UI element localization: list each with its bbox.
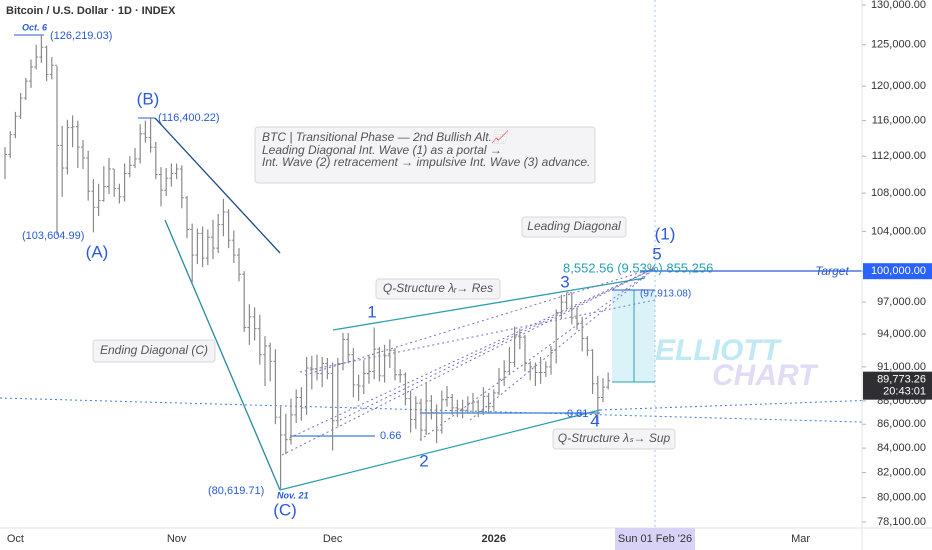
note-box [375,278,501,300]
x-tick-label: Dec [323,533,343,545]
fan-lines [281,267,656,456]
trendline [279,409,601,491]
fib-label: 0.81 [567,408,588,420]
projection-label: 8,552.56 (9.53%) 855,256 [563,260,713,275]
chart-title: Bitcoin / U.S. Dollar · 1D · INDEX [6,5,176,17]
target-label: Target [815,264,849,278]
annotation: Nov. 21 [277,490,309,500]
note-box [552,428,676,450]
y-tick-label: 94,000.00 [877,328,926,340]
note-box [521,216,627,238]
last-price-box [863,371,932,400]
wave-label: (A) [86,242,109,261]
y-tick-label: 108,000.00 [871,187,926,199]
trendline [164,219,281,491]
y-tick-label: 86,000.00 [877,418,926,430]
trendline [154,117,281,254]
drawings [0,0,932,528]
info-text: Leading Diagonal Int. Wave (1) as a port… [262,143,502,157]
countdown: 20:43:01 [883,386,926,398]
info-text: Int. Wave (2) retracement → impulsive In… [262,155,590,169]
annotation: (126,219.03) [50,30,112,42]
annotation: (116,400.22) [158,112,220,124]
info-text: BTC | Transitional Phase — 2nd Bullish A… [262,130,509,144]
y-tick-label: 84,000.00 [877,442,926,454]
wave-label: (C) [273,500,297,519]
x-tick-label: Nov [167,533,187,545]
crosshair-date-box [615,528,695,550]
price-bars [4,34,611,490]
y-tick-label: 82,000.00 [877,466,926,478]
note: Ending Diagonal (C) [100,343,208,357]
y-tick-label: 116,000.00 [872,115,926,127]
wave-label: 1 [367,302,376,321]
annotation: Oct. 6 [22,22,48,32]
x-tick-label: Sun 01 Feb '26 [618,533,692,545]
last-price-label: 89,773.26 [877,374,926,386]
y-tick-label: 112,000.00 [872,150,926,162]
note-box [92,339,216,363]
y-tick-label: 120,000.00 [871,80,926,92]
fib-label: 0.66 [380,430,401,442]
x-tick-label: 2026 [482,533,506,545]
x-tick-label: Mar [791,533,810,545]
y-tick-label: 78,100.00 [877,516,926,528]
wave-label: (B) [137,89,160,108]
annotation: (103,604.99) [22,230,84,242]
y-tick-label: 104,000.00 [871,225,926,237]
wave-label: (1) [655,224,676,243]
y-tick-label: 125,000.00 [871,39,926,51]
annotation: (80,619.71) [208,485,264,497]
annotation: (97,913.08) [640,289,691,300]
note: Q-Structure λᵣ→ Res [383,281,493,295]
note: Q-Structure λₛ→ Sup [558,431,671,445]
y-tick-label: 91,000.00 [877,361,926,373]
x-tick-label: Oct [7,533,24,545]
y-tick-label: 80,000.00 [877,492,926,504]
watermark: ELLIOTT [655,334,783,367]
target-price-label: 100,000.00 [871,265,926,277]
info-box [254,126,596,184]
wave-label: 5 [652,244,661,263]
wave-label: 2 [419,451,428,470]
watermark: CHART [712,359,819,392]
wave-label: 4 [590,411,599,430]
y-tick-label: 130,000.00 [871,0,926,11]
axis-labels: 130,000.00 125,000.00 120,000.00 116,000.00… [7,0,932,545]
y-tick-label: 97,000.00 [877,296,926,308]
wave-label: 3 [560,272,569,291]
trendline [0,397,932,425]
note: Leading Diagonal [527,219,621,233]
target-price-box [863,263,932,280]
